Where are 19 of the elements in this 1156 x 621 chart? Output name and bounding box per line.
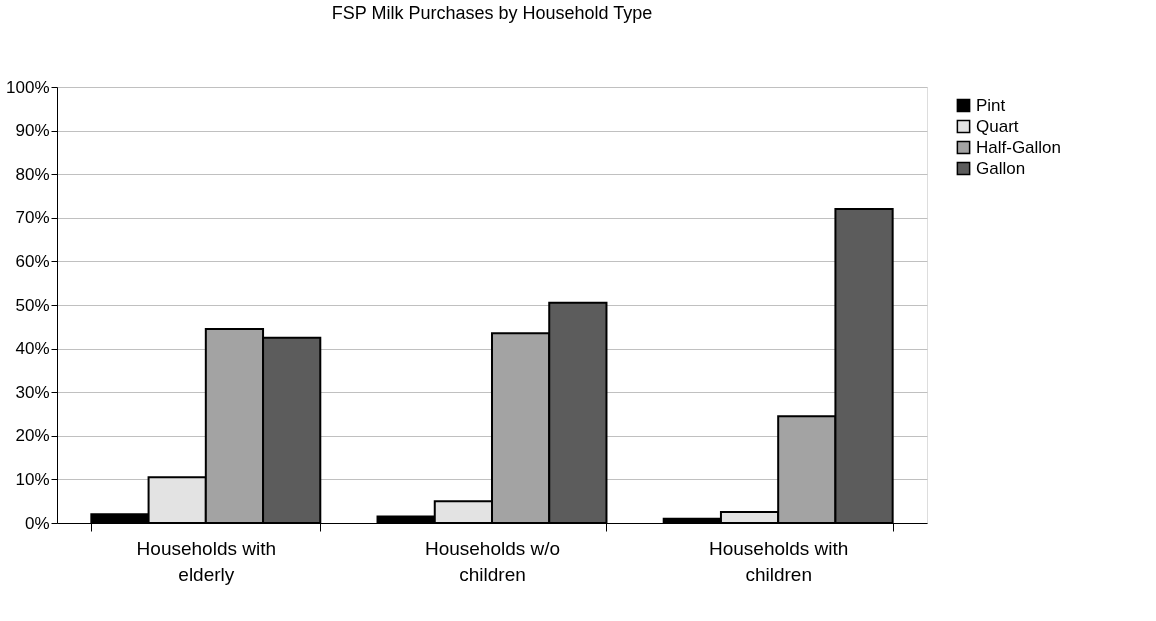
y-tick-label: 100% xyxy=(6,77,50,97)
x-tick-label: Households with elderly xyxy=(136,537,277,585)
legend-label: Quart xyxy=(976,116,1019,136)
y-tick-label: 50% xyxy=(15,295,50,315)
x-tick-label: Households with children xyxy=(708,537,849,585)
y-tick-label: 10% xyxy=(15,469,50,489)
y-tick-label: 20% xyxy=(15,426,50,446)
y-tick-label: 70% xyxy=(15,208,50,228)
chart-title: FSP Milk Purchases by Household Type xyxy=(331,3,653,23)
y-tick-label: 60% xyxy=(15,251,50,271)
y-tick-label: 30% xyxy=(15,382,50,402)
y-tick-label: 90% xyxy=(15,121,50,141)
y-tick-label: 80% xyxy=(15,164,50,184)
legend-label: Gallon xyxy=(976,158,1026,178)
x-tick-label: Households w/o children xyxy=(424,537,561,585)
legend-label: Half-Gallon xyxy=(976,137,1062,157)
legend-label: Pint xyxy=(976,95,1006,115)
y-tick-label: 0% xyxy=(24,513,50,533)
y-tick-label: 40% xyxy=(15,339,50,359)
